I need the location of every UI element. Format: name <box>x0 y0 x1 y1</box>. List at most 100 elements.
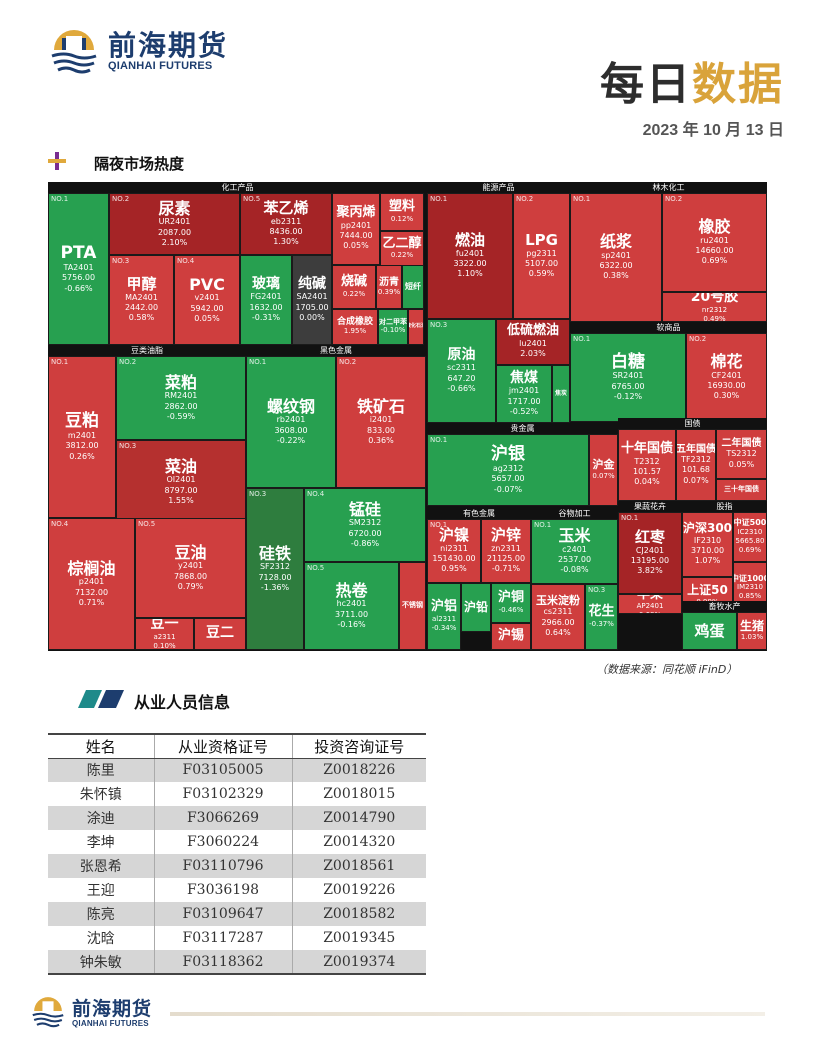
tile-code: TF2312 <box>681 454 711 464</box>
cell-qualification: F03110796 <box>153 854 292 878</box>
treemap-tile-ironore: NO.2 铁矿石 i2401 833.00 0.36% <box>336 356 426 488</box>
treemap-tile-t30: 三十年国债 <box>716 479 767 501</box>
tile-price: 13195.00 <box>630 556 670 566</box>
table-row: 陈亮 F03109647 Z0018582 <box>48 902 426 926</box>
cell-name: 沈晗 <box>86 931 115 947</box>
table-row: 张恩希 F03110796 Z0018561 <box>48 854 426 878</box>
tile-code: T2312 <box>634 456 660 466</box>
tile-code: sp2401 <box>601 250 631 260</box>
treemap-tile-simn: NO.4 锰硅 SM2312 6720.00 -0.86% <box>304 488 426 562</box>
tile-code: MA2401 <box>125 292 158 302</box>
tile-code: pp2401 <box>340 220 372 230</box>
treemap-tile-bean1: 豆一 a2311 0.10% <box>135 618 194 650</box>
tile-chg: -0.52% <box>509 406 539 416</box>
tile-rank: NO.1 <box>430 521 448 529</box>
tile-chg: 1.03% <box>740 633 764 642</box>
tile-rank: NO.2 <box>516 195 534 203</box>
brand-logo: 前海期货 QIANHAI FUTURES <box>48 22 228 78</box>
treemap-tile-bean2: 豆二 <box>194 618 246 650</box>
tile-chg: 2.10% <box>161 237 188 247</box>
tile-name: 沪深300 <box>682 521 733 536</box>
tile-rank: NO.1 <box>430 195 448 203</box>
treemap-tile-cotton: NO.2 棉花 CF2401 16930.00 0.30% <box>686 333 767 422</box>
treemap-tile-rapemeal: NO.2 菜粕 RM2401 2862.00 -0.59% <box>116 356 246 440</box>
tile-rank: NO.1 <box>573 335 591 343</box>
diamond-cross-icon <box>48 152 66 170</box>
tile-price: 5665.80 <box>735 536 765 545</box>
treemap-tile-glass: 玻璃 FG2401 1632.00 -0.31% <box>240 255 292 345</box>
section1-title: 隔夜市场热度 <box>94 155 185 173</box>
tile-price: 16930.00 <box>707 381 746 391</box>
col-consulting: 投资咨询证号 <box>291 733 426 759</box>
tile-price: 2442.00 <box>124 303 159 313</box>
treemap-group-label: 谷物加工 <box>558 509 591 518</box>
tile-price: 3711.00 <box>334 609 369 619</box>
treemap-tile-tin: 沪锡 <box>491 623 531 650</box>
treemap-tile-cornstarch: 玉米淀粉 cs2311 2966.00 0.64% <box>531 584 585 650</box>
treemap-group-label: 有色金属 <box>463 509 495 518</box>
treemap-group-label: 国债 <box>684 419 701 428</box>
tile-price: 2966.00 <box>541 617 575 627</box>
tile-chg: -0.16% <box>337 619 366 629</box>
tile-name: 原油 <box>447 346 476 363</box>
tile-chg: 0.00% <box>299 312 325 322</box>
tile-name: 三十年国债 <box>724 485 759 494</box>
footer-logo: 前海期货 QIANHAI FUTURES <box>30 993 170 1033</box>
tile-chg: 0.68% <box>639 611 661 613</box>
cell-qualification: F03117287 <box>153 926 292 950</box>
tile-chg: 0.64% <box>545 628 571 638</box>
tile-code: i2401 <box>369 415 393 425</box>
tile-chg: 0.85% <box>738 592 762 601</box>
table-row: 陈里 F03105005 Z0018226 <box>48 758 426 782</box>
tile-name: 中证1000 <box>733 573 766 583</box>
tile-name: 苹果 <box>636 594 663 602</box>
tile-code: jm2401 <box>508 386 540 396</box>
treemap-tile-pulp: NO.1 纸浆 sp2401 6322.00 0.38% <box>570 193 662 322</box>
tile-price: 8436.00 <box>269 227 303 237</box>
treemap-tile-plastic: 塑料 0.12% <box>380 193 424 231</box>
tile-name: PVC <box>189 274 225 294</box>
tile-code: hc2401 <box>336 599 367 609</box>
tile-price: 7132.00 <box>74 587 109 597</box>
tile-code: IC2310 <box>737 527 763 536</box>
tile-price: 8797.00 <box>164 485 198 495</box>
tile-code: RM2401 <box>164 391 198 401</box>
tile-chg: 0.07% <box>683 475 709 485</box>
tile-rank: NO.5 <box>243 195 261 203</box>
col-qualification: 从业资格证号 <box>153 733 292 759</box>
tile-name: 焦炭 <box>554 389 567 397</box>
tile-name: 纸浆 <box>599 232 632 252</box>
tile-chg: 1.10% <box>457 269 483 279</box>
treemap-tile-jujube: NO.1 红枣 CJ2401 13195.00 3.82% <box>618 512 682 594</box>
cell-consulting: Z0018226 <box>291 758 426 782</box>
tile-price: 2862.00 <box>164 401 198 411</box>
logo-en-text: QIANHAI FUTURES <box>108 60 213 72</box>
tile-name: 燃油 <box>454 231 485 250</box>
tile-chg: 0.10% <box>153 641 176 650</box>
tile-price: 3322.00 <box>453 259 487 269</box>
logo-mark-icon <box>51 30 97 74</box>
tile-chg: -0.59% <box>166 411 196 421</box>
tile-price: 5657.00 <box>491 474 525 484</box>
treemap-tile-palm: NO.4 棕榈油 p2401 7132.00 0.71% <box>48 518 135 650</box>
tile-chg: -0.86% <box>350 538 380 548</box>
tile-code: v2401 <box>194 293 220 303</box>
tile-price: 1632.00 <box>249 302 283 312</box>
market-heat-treemap: 化工产品 NO.1 PTA TA2401 5756.00 -0.66% NO.2 尿素 UR24… <box>48 182 767 651</box>
tile-code: lu2401 <box>519 338 547 348</box>
treemap-group-label: 果蔬花卉 <box>634 502 666 511</box>
tile-code: c2401 <box>562 544 587 554</box>
treemap-tile-stainless: 不锈钢 <box>399 562 426 650</box>
treemap-tile-styrene: NO.5 苯乙烯 eb2311 8436.00 1.30% <box>240 193 332 255</box>
tile-name: 沪金 <box>592 458 615 472</box>
tile-chg: -1.36% <box>260 582 290 592</box>
tile-name: 玉米 <box>558 526 591 546</box>
tile-rank: NO.2 <box>112 195 130 203</box>
tile-name: 对二甲苯 <box>379 317 407 326</box>
tile-chg: 0.36% <box>368 435 394 445</box>
table-row: 涂迪 F3066269 Z0014790 <box>48 806 426 830</box>
tile-code: rb2401 <box>276 415 306 425</box>
tile-rank: NO.1 <box>621 514 639 522</box>
tile-price: 101.57 <box>633 466 661 476</box>
